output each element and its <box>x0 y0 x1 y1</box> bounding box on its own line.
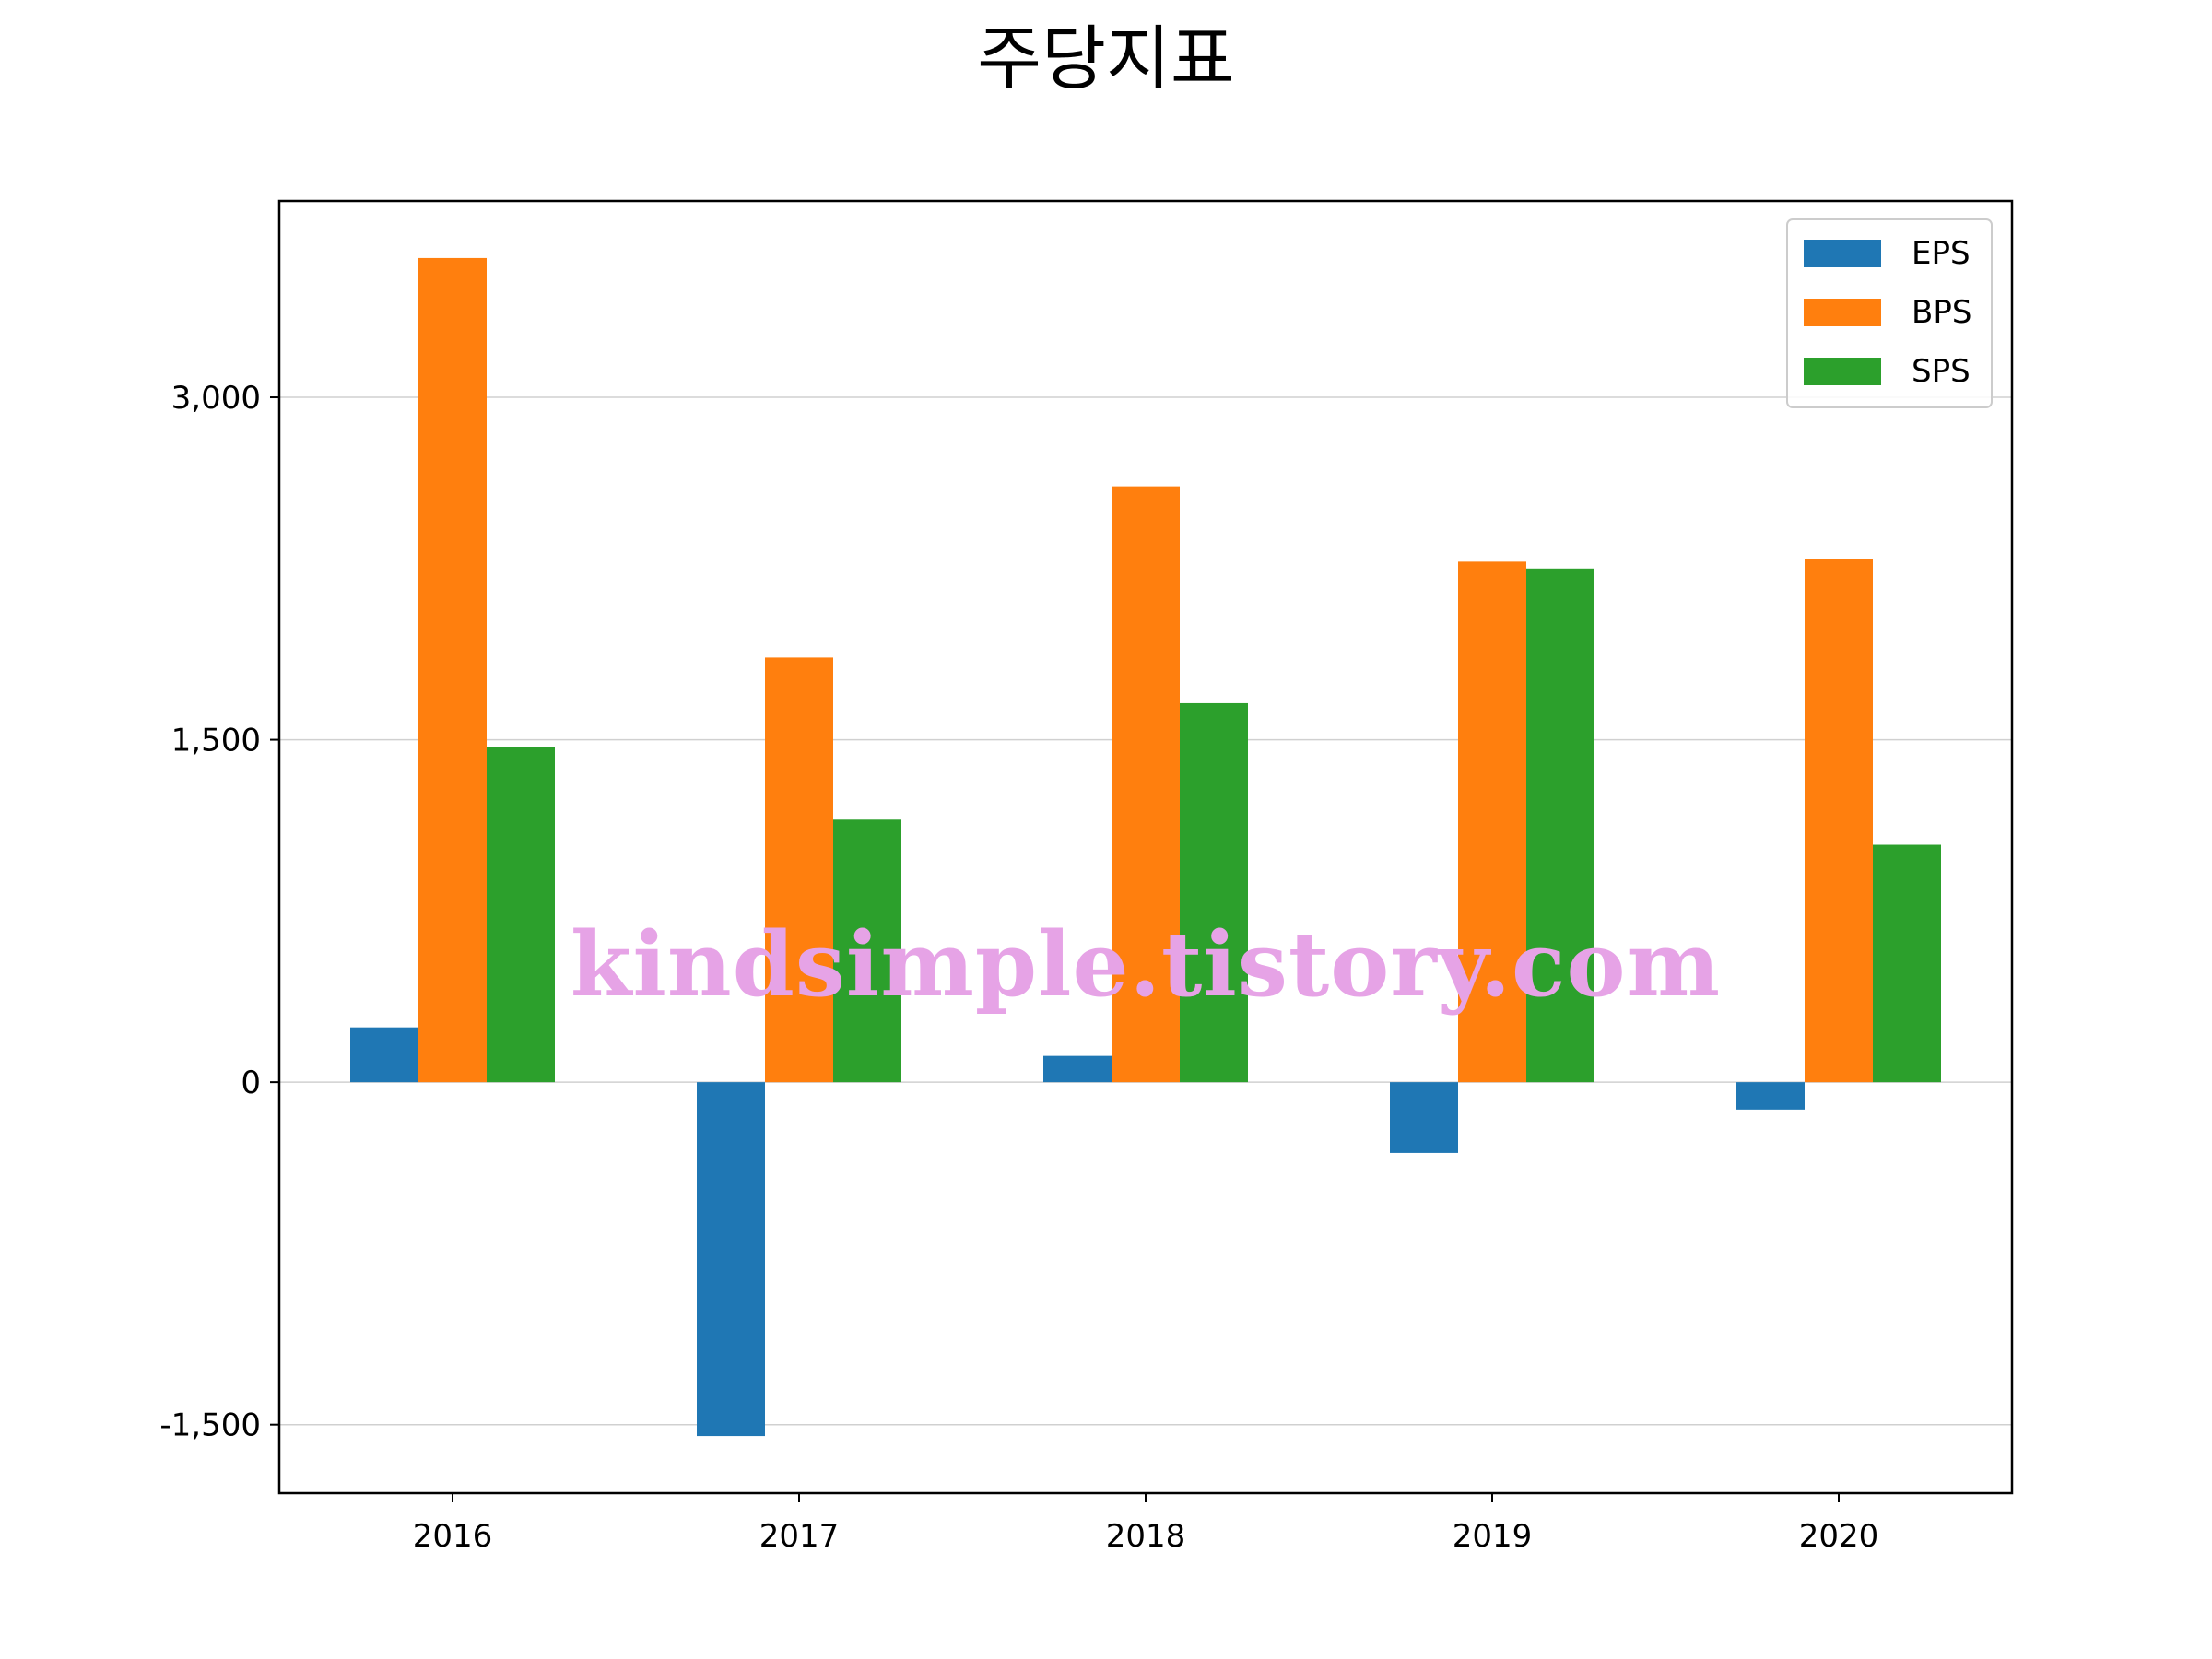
bar-bps-2016 <box>418 257 487 1083</box>
chart-title: 주당지표 <box>977 18 1235 100</box>
bar-sps-2019 <box>1526 568 1594 1083</box>
legend-swatch-eps <box>1804 240 1881 267</box>
bar-sps-2017 <box>833 819 901 1083</box>
bar-sps-2016 <box>487 747 555 1083</box>
x-tick-label: 2019 <box>1453 1518 1533 1555</box>
bar-eps-2018 <box>1043 1055 1112 1083</box>
bar-bps-2020 <box>1805 559 1873 1083</box>
bar-bps-2017 <box>765 657 833 1083</box>
bar-eps-2017 <box>697 1082 765 1437</box>
y-tick-label: 3,000 <box>171 380 261 417</box>
bar-bps-2019 <box>1458 561 1526 1083</box>
y-tick-label: 1,500 <box>171 723 261 759</box>
bars <box>350 257 1941 1437</box>
legend-swatch-bps <box>1804 299 1881 326</box>
bar-eps-2020 <box>1736 1082 1805 1110</box>
watermark-text: kindsimple.tistory.com <box>571 912 1721 1017</box>
x-axis: 2016 2017 2018 2019 2020 <box>413 1493 1879 1555</box>
x-tick-label: 2017 <box>759 1518 840 1555</box>
x-tick-label: 2018 <box>1106 1518 1186 1555</box>
legend-swatch-sps <box>1804 358 1881 385</box>
bar-sps-2018 <box>1180 702 1248 1083</box>
legend-label-eps: EPS <box>1912 235 1971 272</box>
y-tick-label: 0 <box>241 1065 261 1101</box>
y-tick-label: -1,500 <box>159 1407 261 1444</box>
bar-bps-2018 <box>1112 486 1180 1083</box>
x-tick-label: 2016 <box>413 1518 493 1555</box>
legend: EPS BPS SPS <box>1786 218 1993 408</box>
bar-eps-2016 <box>350 1027 418 1083</box>
legend-label-bps: BPS <box>1912 294 1971 331</box>
x-tick-label: 2020 <box>1799 1518 1879 1555</box>
y-axis: -1,500 0 1,500 3,000 <box>159 380 279 1444</box>
bar-eps-2019 <box>1390 1082 1458 1153</box>
legend-label-sps: SPS <box>1912 353 1971 390</box>
bar-sps-2020 <box>1873 844 1941 1083</box>
